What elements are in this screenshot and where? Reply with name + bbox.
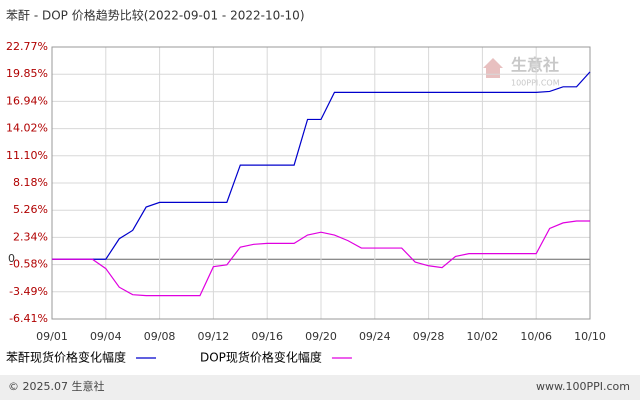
legend-label: 苯酐现货价格变化幅度 [6,350,126,365]
y-tick-label: 5.26% [13,203,48,216]
x-tick-label: 09/12 [198,330,230,343]
footer-band [0,375,640,400]
y-tick-label: 14.02% [6,122,48,135]
y-tick-label: 2.34% [13,230,48,243]
footer-right: www.100PPI.com [536,380,630,393]
legend-label: DOP现货价格变化幅度 [200,350,322,365]
y-tick-label: -0.58% [9,258,48,271]
y-tick-label: 16.94% [6,94,48,107]
x-tick-label: 09/28 [413,330,445,343]
y-tick-label: 8.18% [13,176,48,189]
series-line [52,220,590,297]
series-line [52,71,591,260]
x-tick-label: 09/20 [305,330,337,343]
x-tick-label: 10/06 [520,330,552,343]
y-tick-label: -3.49% [9,285,48,298]
watermark-icon [483,58,503,78]
x-tick-label: 09/16 [251,330,283,343]
x-tick-label: 10/10 [574,330,606,343]
watermark: 生意社 [511,56,559,75]
chart-title: 苯酐 - DOP 价格趋势比较(2022-09-01 - 2022-10-10) [6,8,305,23]
y-tick-label: 22.77% [6,40,48,53]
x-tick-label: 09/24 [359,330,391,343]
x-tick-label: 09/04 [90,330,122,343]
watermark: 100PPI.COM [511,79,560,88]
x-tick-label: 10/02 [467,330,499,343]
x-tick-label: 09/08 [144,330,176,343]
y-tick-label: 0 [8,252,15,265]
footer-left: © 2025.07 生意社 [8,379,104,393]
y-tick-label: 19.85% [6,67,48,80]
x-tick-label: 09/01 [36,330,68,343]
plot-border [51,46,591,320]
y-tick-label: 11.10% [6,149,48,162]
y-tick-label: -6.41% [9,312,48,325]
